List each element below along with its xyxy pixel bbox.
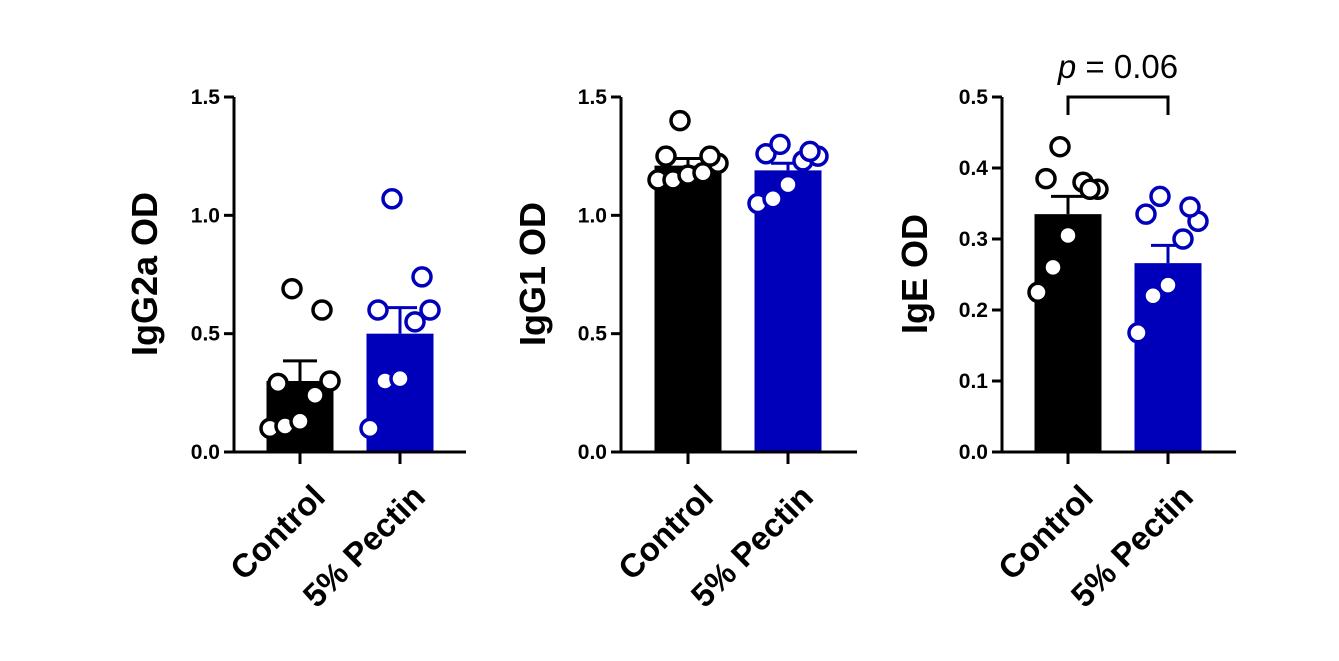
data-point <box>1142 285 1164 307</box>
data-point <box>1135 203 1157 225</box>
data-point <box>1179 196 1201 218</box>
data-point <box>411 266 433 288</box>
data-point <box>381 188 403 210</box>
y-tick-label: 1.0 <box>578 204 607 227</box>
y-tick-label: 0.3 <box>959 228 988 251</box>
y-tick-label: 0.0 <box>959 441 988 464</box>
y-axis-title: IgG2a OD <box>124 192 165 356</box>
p-value-label: p = 0.06 <box>1057 48 1178 85</box>
data-point <box>359 417 381 440</box>
y-tick-label: 0.1 <box>959 370 989 393</box>
data-point <box>404 311 426 333</box>
bar-control <box>654 165 722 452</box>
data-point <box>1057 224 1079 247</box>
data-point <box>419 299 441 321</box>
y-tick-label: 1.0 <box>191 204 220 227</box>
y-tick-label: 0.0 <box>191 441 220 464</box>
bar-5-pectin <box>754 170 822 452</box>
data-point <box>1172 228 1194 250</box>
data-point <box>319 370 341 392</box>
data-point <box>1027 281 1049 303</box>
data-point <box>1157 274 1179 296</box>
y-tick-label: 0.5 <box>578 323 608 346</box>
data-point <box>1079 178 1101 201</box>
y-axis-title: IgE OD <box>894 214 935 334</box>
data-point <box>304 384 326 406</box>
p-symbol: p <box>1057 48 1076 85</box>
data-point <box>799 140 821 163</box>
y-tick-label: 1.5 <box>578 86 608 109</box>
y-tick-label: 0.2 <box>959 299 988 322</box>
data-point <box>762 188 784 210</box>
data-point <box>281 277 303 300</box>
y-tick-label: 0.0 <box>578 441 607 464</box>
data-point <box>1127 321 1149 344</box>
data-point <box>1035 167 1057 190</box>
data-point <box>1149 185 1171 208</box>
data-point <box>769 133 791 156</box>
y-axis-title: IgG1 OD <box>512 202 553 346</box>
y-tick-label: 1.5 <box>191 86 221 109</box>
p-value-text: = 0.06 <box>1076 48 1178 85</box>
data-point <box>267 372 289 395</box>
data-point <box>777 173 799 196</box>
data-point <box>289 410 311 432</box>
data-point <box>699 145 721 167</box>
data-point <box>655 145 677 167</box>
data-point <box>311 299 333 321</box>
bar-control <box>1034 214 1102 452</box>
data-point <box>1049 135 1071 158</box>
y-tick-label: 0.5 <box>959 86 989 109</box>
significance-bracket <box>1066 95 1170 115</box>
data-point <box>1042 256 1064 279</box>
y-tick-label: 0.5 <box>191 323 221 346</box>
data-point <box>669 109 691 132</box>
data-point <box>389 367 411 390</box>
data-point <box>367 299 389 321</box>
y-tick-label: 0.4 <box>959 157 989 180</box>
